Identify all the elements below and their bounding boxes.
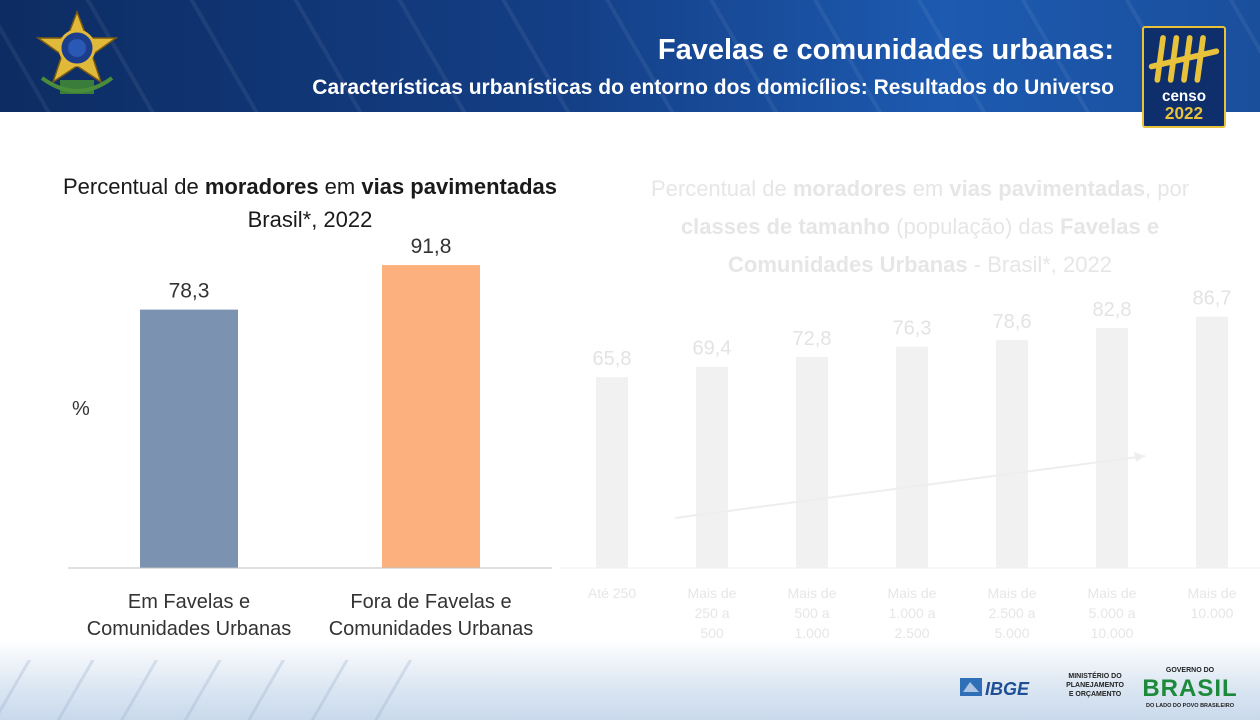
faded-category-label-2: Mais de 500 a 1.000 xyxy=(787,585,836,641)
bar-0 xyxy=(140,309,238,568)
faded-category-label-3: Mais de 1.000 a 2.500 xyxy=(887,585,936,641)
y-axis-label: % xyxy=(72,398,90,420)
faded-data-label-5: 82,8 xyxy=(1093,299,1132,321)
header-decoration xyxy=(0,0,1260,112)
censo-year: 2022 xyxy=(1165,103,1203,123)
svg-text:BRASIL: BRASIL xyxy=(1142,675,1237,702)
svg-text:IBGE: IBGE xyxy=(985,679,1030,699)
faded-bar-5 xyxy=(1096,327,1128,568)
data-label-1: 91,8 xyxy=(411,235,452,258)
faded-category-label-4: Mais de 2.500 a 5.000 xyxy=(987,585,1036,641)
governo-brasil-logo: GOVERNO DO BRASIL DO LADO DO POVO BRASIL… xyxy=(1142,667,1237,709)
ministerio-logo: MINISTÉRIO DO PLANEJAMENTO E ORÇAMENTO xyxy=(1066,673,1124,698)
category-label-0: Em Favelas e Comunidades Urbanas xyxy=(87,591,292,640)
faded-data-label-4: 78,6 xyxy=(993,311,1032,333)
footer-background xyxy=(0,640,1260,720)
faded-bar-1 xyxy=(696,366,728,568)
svg-text:GOVERNO DO: GOVERNO DO xyxy=(1166,667,1215,674)
faded-category-label-6: Mais de 10.000 xyxy=(1187,585,1236,621)
page-subtitle: Características urbanísticas do entorno … xyxy=(312,76,1114,99)
censo-label: censo xyxy=(1162,88,1206,105)
faded-chart-title: Percentual de moradores em vias paviment… xyxy=(650,176,1190,277)
faded-bar-4 xyxy=(996,340,1028,568)
faded-bar-2 xyxy=(796,356,828,568)
faded-arrow-head xyxy=(1134,452,1145,462)
faded-bar-chart: 65,8 Até 250 69,4 Mais de 250 a 500 72,8 Mais d… xyxy=(560,288,1260,641)
main-bar-chart: 78,3 Em Favelas e Comunidades Urbanas 91,8 F… xyxy=(68,235,552,640)
faded-data-label-1: 69,4 xyxy=(693,338,732,360)
chart-subtitle: Brasil*, 2022 xyxy=(247,207,373,232)
faded-bar-6 xyxy=(1196,316,1228,568)
header-banner: Favelas e comunidades urbanas: Caracterí… xyxy=(0,0,1260,112)
censo-2022-logo: censo 2022 xyxy=(1142,26,1226,128)
chart-title: Percentual de moradores em vias paviment… xyxy=(62,174,558,232)
data-label-0: 78,3 xyxy=(169,280,210,303)
faded-data-label-0: 65,8 xyxy=(593,348,632,370)
svg-text:DO LADO DO POVO BRASILEIRO: DO LADO DO POVO BRASILEIRO xyxy=(1146,703,1235,709)
faded-data-label-6: 86,7 xyxy=(1193,288,1232,310)
coat-of-arms-icon xyxy=(35,9,119,94)
faded-category-label-1: Mais de 250 a 500 xyxy=(687,585,736,641)
faded-data-label-3: 76,3 xyxy=(893,318,932,340)
bar-1 xyxy=(382,265,480,568)
faded-trend-arrow xyxy=(674,455,1146,519)
category-label-1: Fora de Favelas e Comunidades Urbanas xyxy=(329,591,534,640)
faded-bar-0 xyxy=(596,377,628,568)
faded-category-label-0: Até 250 xyxy=(588,585,636,601)
faded-category-label-5: Mais de 5.000 a 10.000 xyxy=(1087,585,1136,641)
faded-bar-3 xyxy=(896,346,928,568)
faded-data-label-2: 72,8 xyxy=(793,328,832,350)
ibge-logo: IBGE xyxy=(960,678,1030,699)
page-title: Favelas e comunidades urbanas: xyxy=(657,34,1114,66)
